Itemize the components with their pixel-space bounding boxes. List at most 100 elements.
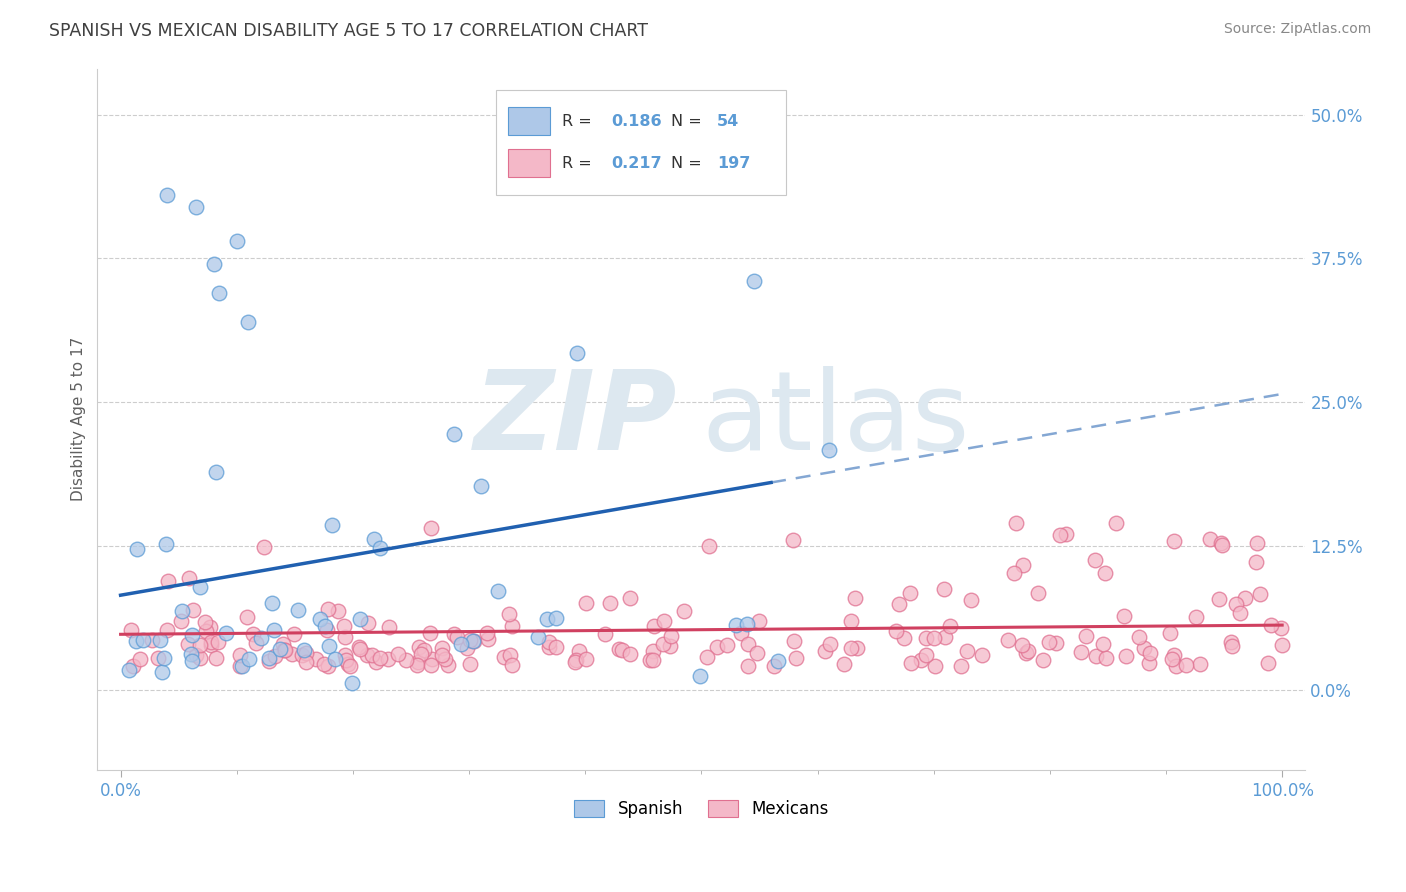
- Point: [1084, 553, 1107, 567]
- Point: [619, 591, 641, 606]
- FancyBboxPatch shape: [496, 89, 786, 194]
- Point: [1208, 591, 1230, 606]
- Point: [1271, 638, 1294, 652]
- Point: [1249, 587, 1271, 601]
- Point: [356, 616, 378, 631]
- Point: [932, 582, 955, 596]
- Point: [129, 652, 152, 666]
- Point: [180, 628, 202, 642]
- Point: [430, 640, 453, 655]
- Point: [499, 648, 522, 662]
- Point: [368, 651, 391, 665]
- Point: [127, 542, 149, 557]
- Point: [1070, 645, 1092, 659]
- Point: [443, 426, 465, 441]
- Point: [408, 640, 430, 655]
- Point: [900, 657, 922, 671]
- Point: [236, 610, 259, 624]
- Point: [839, 615, 862, 629]
- Point: [378, 620, 401, 634]
- Point: [538, 635, 561, 649]
- Point: [291, 648, 314, 663]
- Point: [659, 639, 682, 653]
- Point: [336, 657, 359, 671]
- Point: [546, 611, 568, 625]
- Point: [245, 636, 267, 650]
- Point: [184, 200, 207, 214]
- Point: [335, 653, 357, 667]
- Point: [318, 602, 340, 616]
- Point: [1246, 536, 1268, 550]
- Point: [1049, 527, 1071, 541]
- Point: [1139, 647, 1161, 661]
- Point: [409, 647, 432, 661]
- Point: [575, 652, 598, 666]
- Point: [1164, 659, 1187, 673]
- Point: [132, 632, 155, 647]
- Point: [141, 632, 163, 647]
- Point: [501, 658, 523, 673]
- Point: [1161, 651, 1184, 665]
- Point: [915, 648, 938, 662]
- Point: [349, 612, 371, 626]
- Point: [536, 612, 558, 626]
- Point: [207, 634, 229, 648]
- Text: 0.217: 0.217: [610, 156, 661, 170]
- Point: [463, 633, 485, 648]
- Y-axis label: Disability Age 5 to 17: Disability Age 5 to 17: [72, 337, 86, 501]
- Point: [179, 571, 201, 585]
- Point: [273, 642, 295, 657]
- Point: [730, 625, 752, 640]
- Point: [205, 651, 228, 665]
- Point: [177, 637, 200, 651]
- Bar: [508, 107, 550, 136]
- Point: [1219, 635, 1241, 649]
- Point: [893, 631, 915, 645]
- Point: [271, 637, 294, 651]
- Point: [782, 634, 804, 648]
- Point: [889, 597, 911, 611]
- Point: [253, 540, 276, 554]
- Point: [257, 651, 280, 665]
- Point: [1229, 606, 1251, 620]
- Point: [257, 654, 280, 668]
- Point: [263, 623, 285, 637]
- Point: [406, 655, 429, 669]
- Point: [696, 649, 718, 664]
- Point: [1094, 650, 1116, 665]
- Point: [538, 640, 561, 654]
- Point: [564, 655, 586, 669]
- Point: [766, 654, 789, 668]
- Point: [652, 614, 675, 628]
- Point: [122, 659, 145, 673]
- Point: [1054, 527, 1077, 541]
- Point: [125, 634, 148, 648]
- Point: [1185, 610, 1208, 624]
- Point: [318, 639, 340, 653]
- Point: [1225, 597, 1247, 611]
- Point: [785, 651, 807, 665]
- Point: [643, 643, 665, 657]
- Point: [814, 644, 837, 658]
- Point: [461, 634, 484, 648]
- Point: [934, 630, 956, 644]
- Point: [1163, 648, 1185, 662]
- Point: [1163, 534, 1185, 549]
- Point: [477, 632, 499, 646]
- Point: [287, 603, 309, 617]
- Point: [274, 643, 297, 657]
- Point: [225, 234, 247, 248]
- Point: [405, 658, 427, 673]
- Point: [477, 626, 499, 640]
- Point: [377, 652, 399, 666]
- Point: [716, 638, 738, 652]
- Text: Source: ZipAtlas.com: Source: ZipAtlas.com: [1223, 22, 1371, 37]
- Point: [387, 647, 409, 661]
- Point: [1045, 636, 1067, 650]
- Point: [238, 652, 260, 666]
- Point: [188, 638, 211, 652]
- Point: [366, 655, 388, 669]
- Point: [458, 657, 481, 672]
- Point: [1005, 516, 1028, 530]
- Point: [229, 659, 252, 673]
